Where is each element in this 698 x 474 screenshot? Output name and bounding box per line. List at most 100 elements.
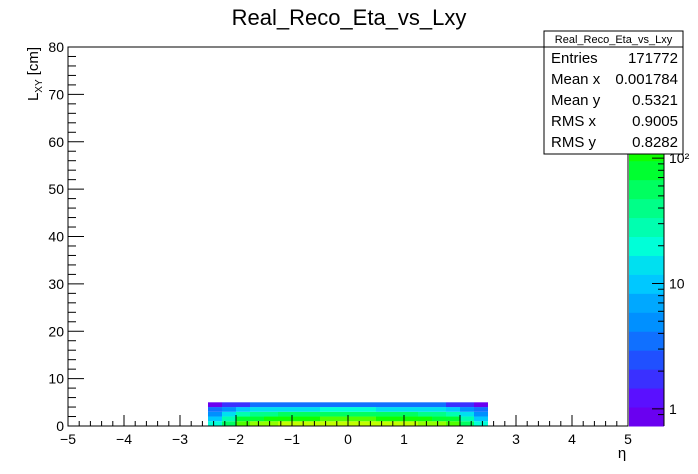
colorbar-band <box>629 274 664 294</box>
cell <box>446 421 460 426</box>
cell <box>432 421 446 426</box>
cell <box>446 402 460 408</box>
cell <box>348 421 362 426</box>
y-tick-label: 80 <box>48 39 64 55</box>
x-tick-label: 5 <box>624 431 632 447</box>
x-tick-label: 1 <box>400 431 408 447</box>
cell <box>362 411 376 417</box>
cell <box>250 411 264 417</box>
y-label-unit: [cm] <box>25 47 42 75</box>
cell <box>390 416 404 422</box>
cell <box>390 411 404 417</box>
cell <box>376 407 390 412</box>
cell <box>278 402 292 408</box>
cell <box>306 421 320 426</box>
cell <box>376 411 390 417</box>
cell <box>460 411 474 417</box>
cell <box>264 421 278 426</box>
cell <box>222 411 236 417</box>
x-tick-label: 2 <box>456 431 464 447</box>
cell <box>460 416 474 422</box>
cell <box>320 407 334 412</box>
cell <box>264 407 278 412</box>
x-tick-label: −1 <box>284 431 300 447</box>
cell <box>362 416 376 422</box>
stats-key: Mean x <box>551 71 601 88</box>
cell <box>264 402 278 408</box>
y-axis-label: LXY [cm] <box>25 47 45 101</box>
cell <box>432 407 446 412</box>
cell <box>362 402 376 408</box>
cell <box>460 407 474 412</box>
cell <box>348 411 362 417</box>
cell <box>334 407 348 412</box>
cell <box>250 407 264 412</box>
stats-key: RMS y <box>551 134 597 151</box>
colorbar-band <box>629 388 664 408</box>
cell <box>362 407 376 412</box>
colorbar-band <box>629 236 664 256</box>
cell <box>348 416 362 422</box>
cell <box>306 416 320 422</box>
cell <box>236 416 250 422</box>
cell <box>334 416 348 422</box>
cell <box>418 416 432 422</box>
cell <box>432 402 446 408</box>
cell <box>432 411 446 417</box>
cell <box>474 421 488 426</box>
cell <box>306 411 320 417</box>
stats-value: 171772 <box>628 50 678 67</box>
stats-value: 0.5321 <box>632 92 678 109</box>
cell <box>390 407 404 412</box>
cell <box>208 402 222 408</box>
cell <box>250 421 264 426</box>
cell <box>292 416 306 422</box>
stats-value: 0.8282 <box>632 134 678 151</box>
cell <box>376 402 390 408</box>
cell <box>390 421 404 426</box>
cell <box>222 407 236 412</box>
stats-value: 0.9005 <box>632 113 678 130</box>
cell <box>446 407 460 412</box>
y-tick-label: 0 <box>56 418 64 434</box>
cell <box>474 411 488 417</box>
stats-key: RMS x <box>551 113 597 130</box>
cell <box>404 407 418 412</box>
colorbar-band <box>629 293 664 313</box>
cell <box>460 421 474 426</box>
cell <box>418 421 432 426</box>
stats-key: Mean y <box>551 92 601 109</box>
y-tick-label: 70 <box>48 86 64 102</box>
cell <box>208 416 222 422</box>
colorbar-band <box>629 331 664 351</box>
cell <box>306 407 320 412</box>
cell <box>446 416 460 422</box>
cell <box>278 416 292 422</box>
colorbar-band <box>629 369 664 389</box>
cell <box>264 411 278 417</box>
cell <box>334 411 348 417</box>
heatmap <box>208 402 488 426</box>
y-tick-label: 60 <box>48 134 64 150</box>
cell <box>418 402 432 408</box>
cell <box>236 411 250 417</box>
cell <box>334 402 348 408</box>
stats-value: 0.001784 <box>615 71 678 88</box>
cell <box>362 421 376 426</box>
cell <box>278 407 292 412</box>
cell <box>306 402 320 408</box>
cell <box>320 416 334 422</box>
colorbar-band <box>629 217 664 237</box>
cell <box>320 411 334 417</box>
colorbar-band <box>629 407 664 427</box>
cell <box>348 402 362 408</box>
cell <box>264 416 278 422</box>
cell <box>334 421 348 426</box>
cell <box>390 402 404 408</box>
cell <box>236 407 250 412</box>
x-tick-label: −2 <box>228 431 244 447</box>
y-label-sub: XY <box>34 79 45 93</box>
x-tick-label: −3 <box>172 431 188 447</box>
cell <box>208 421 222 426</box>
cell <box>236 421 250 426</box>
